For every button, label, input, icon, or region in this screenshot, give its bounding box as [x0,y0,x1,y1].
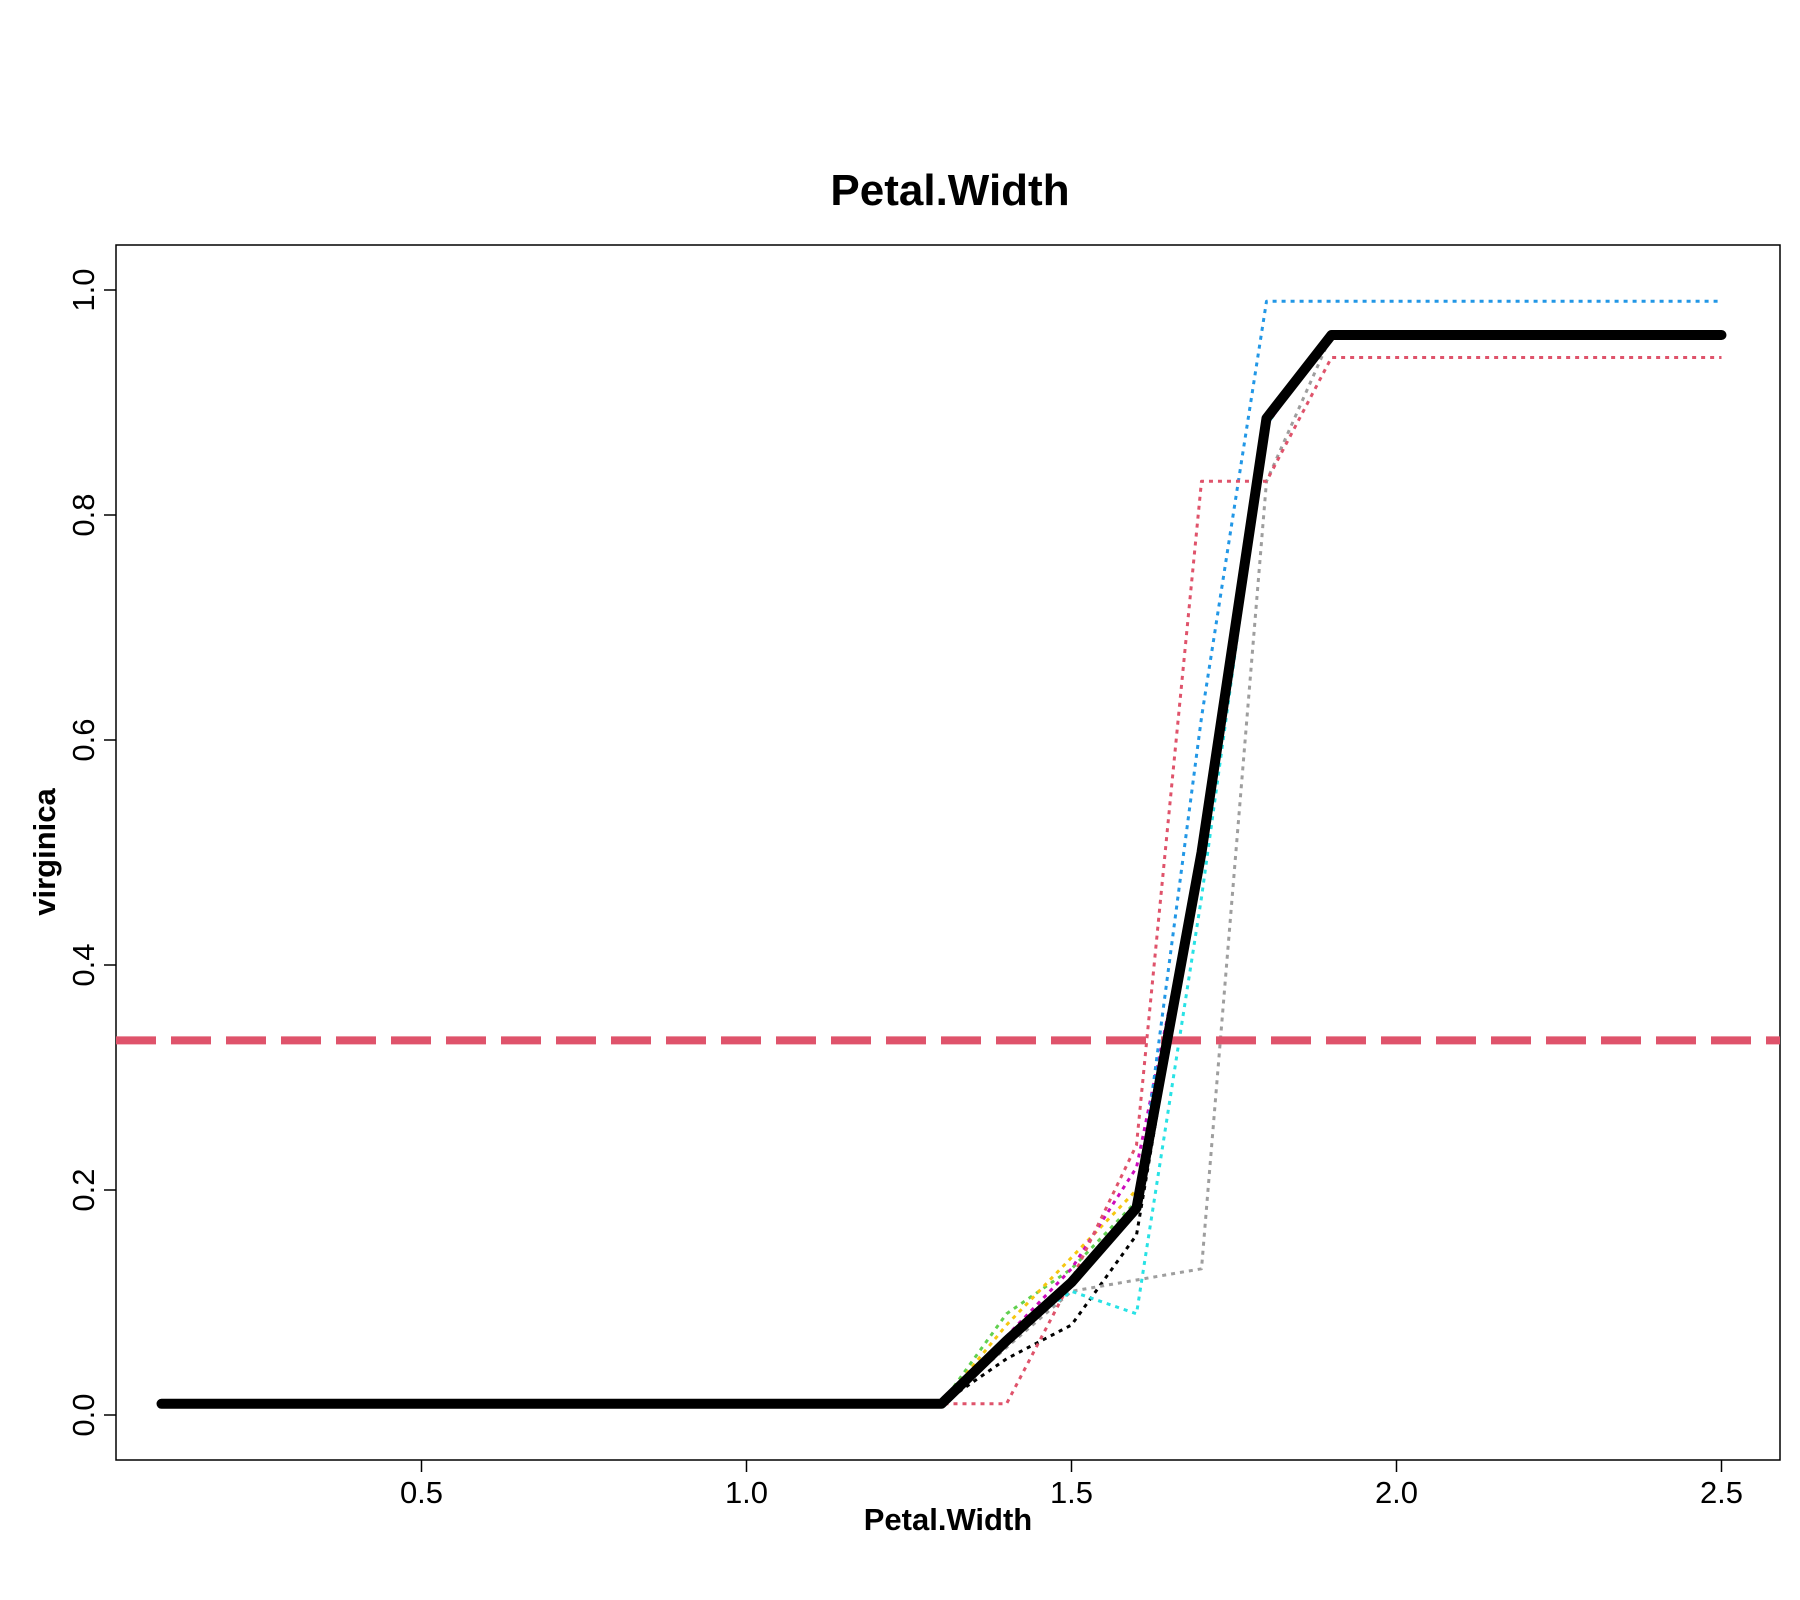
y-tick-label-0.8: 0.8 [66,493,101,536]
y-axis: 0.0 0.2 0.4 0.6 0.8 1.0 [66,268,116,1437]
y-tick-label-1.0: 1.0 [66,268,101,311]
y-tick-label-0.4: 0.4 [66,943,101,986]
chart-title: Petal.Width [830,166,1069,215]
series-line-1 [161,333,1722,1406]
y-axis-label: virginica [27,787,62,915]
x-axis: 0.5 1.0 1.5 2.0 2.5 [400,1460,1743,1510]
series-line-8 [161,356,1722,1406]
mean-layer [156,330,1727,1409]
series-line-5 [161,333,1722,1406]
series-line-2 [161,333,1722,1406]
y-tick-label-0.6: 0.6 [66,718,101,761]
y-tick-label-0.2: 0.2 [66,1168,101,1211]
series-layer [161,299,1722,1406]
x-axis-label: Petal.Width [864,1502,1033,1537]
series-line-4 [161,333,1722,1406]
series-line-7 [161,299,1722,1406]
x-tick-label-2.0: 2.0 [1375,1475,1418,1510]
x-tick-label-2.5: 2.5 [1700,1475,1743,1510]
plot-frame [115,244,1781,1461]
x-tick-label-0.5: 0.5 [400,1475,443,1510]
x-tick-label-1.5: 1.5 [1050,1475,1093,1510]
x-tick-label-1.0: 1.0 [725,1475,768,1510]
series-line-6 [161,333,1722,1406]
y-tick-label-0.0: 0.0 [66,1393,101,1436]
series-line-3 [161,333,1722,1406]
mean-line [156,330,1727,1409]
